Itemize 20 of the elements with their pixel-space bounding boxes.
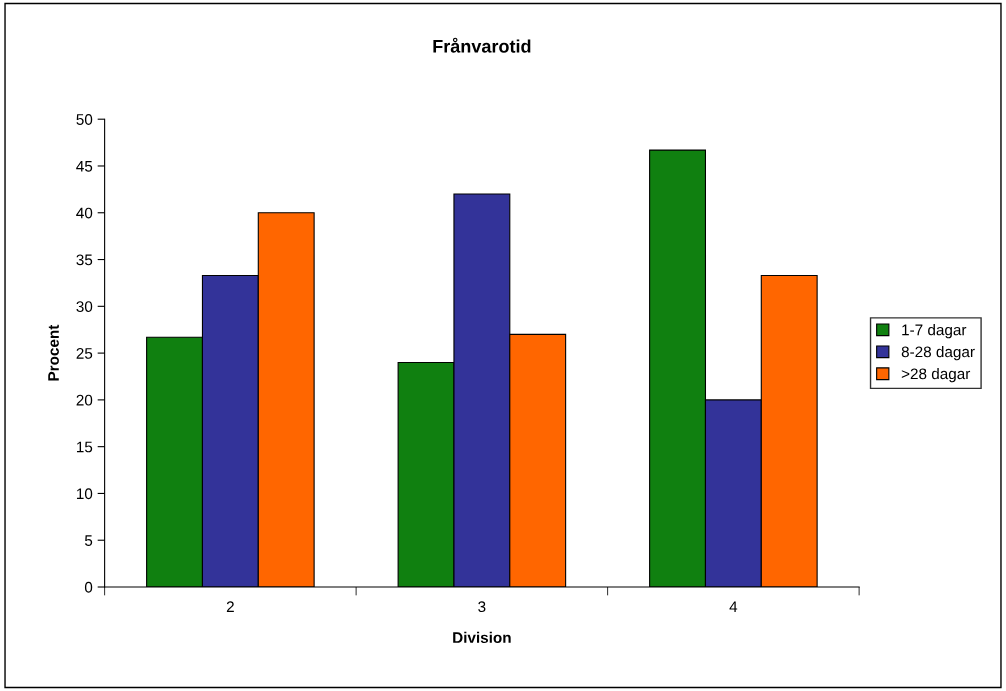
y-tick-label: 15: [76, 441, 93, 453]
legend-label: 8-28 dagar: [901, 346, 975, 361]
x-tick-label: 2: [226, 601, 234, 612]
y-tick-label: 20: [76, 394, 93, 406]
y-tick-label: 25: [76, 347, 93, 359]
y-tick-label: 45: [76, 161, 93, 172]
y-tick-label: 0: [84, 581, 93, 593]
y-tick-label: 10: [76, 488, 93, 500]
y-tick-label: 5: [84, 535, 93, 546]
chart-title: Frånvarotid: [433, 37, 531, 53]
x-axis-title: Division: [453, 631, 511, 644]
legend-label: 1-7 dagar: [902, 324, 967, 339]
y-tick-label: 50: [76, 114, 93, 125]
y-axis-title: Procent: [48, 324, 59, 381]
y-tick-label: 40: [76, 207, 93, 219]
x-tick-label: 4: [729, 601, 738, 612]
legend-label: >28 dagar: [901, 367, 971, 383]
x-tick-label: 3: [478, 601, 486, 613]
y-tick-label: 30: [76, 301, 93, 313]
y-tick-label: 35: [76, 254, 93, 266]
